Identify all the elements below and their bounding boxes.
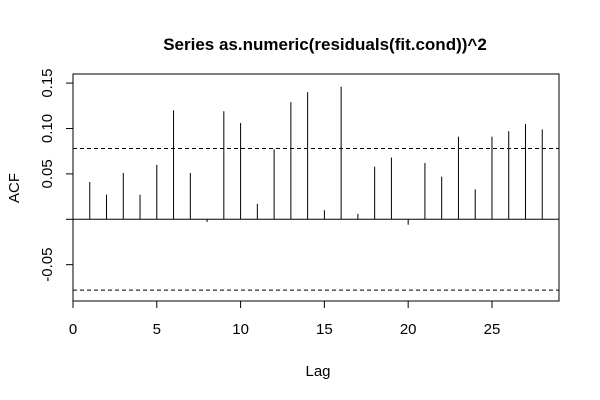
- y-tick-label: 0.05: [39, 159, 56, 188]
- x-axis-label: Lag: [305, 363, 330, 380]
- y-tick-label: 0.15: [39, 68, 56, 97]
- chart-title: Series as.numeric(residuals(fit.cond))^2: [163, 35, 487, 54]
- y-tick-label: -0.05: [39, 248, 56, 282]
- x-tick-label: 5: [153, 321, 161, 338]
- plot-frame: [72, 73, 560, 302]
- plot-area: [73, 86, 559, 291]
- x-tick-label: 10: [232, 321, 249, 338]
- x-tick-label: 15: [316, 321, 333, 338]
- x-axis: 0 5 10 15 20 25: [69, 300, 501, 338]
- y-tick-label: 0.10: [39, 114, 56, 143]
- x-tick-label: 25: [484, 321, 501, 338]
- y-axis: -0.05 0.05 0.10 0.15: [39, 68, 74, 282]
- x-tick-label: 20: [400, 321, 417, 338]
- x-tick-label: 0: [69, 321, 77, 338]
- y-axis-label: ACF: [6, 173, 23, 203]
